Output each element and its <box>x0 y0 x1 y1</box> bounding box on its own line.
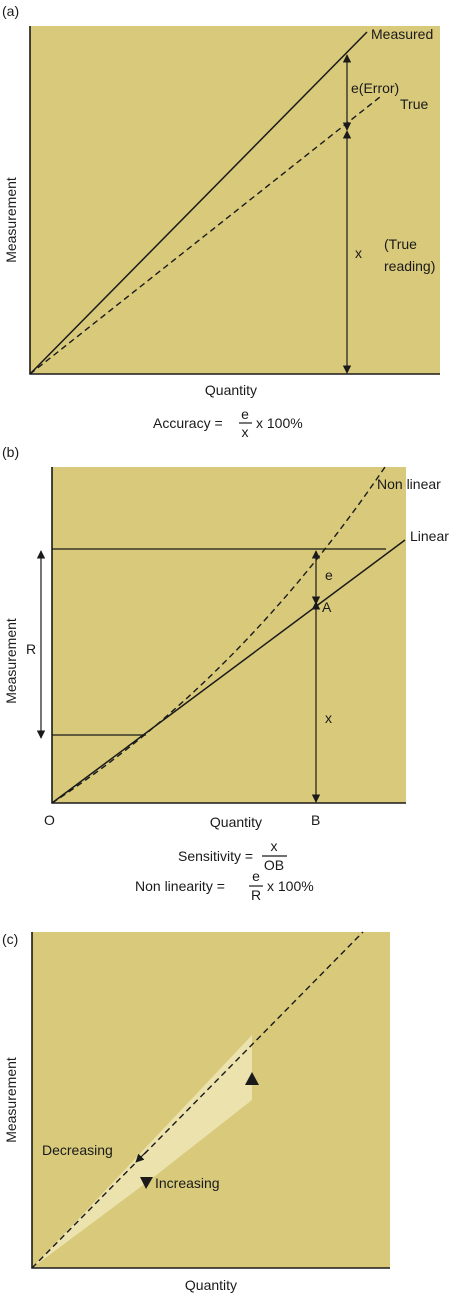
panel-b-xlabel: Quantity <box>210 814 262 830</box>
accuracy-lhs: Accuracy = <box>153 415 223 431</box>
nonlinear-label: Non linear <box>377 476 441 492</box>
measured-line <box>29 31 368 375</box>
true-reading-label-1: (True <box>384 236 417 252</box>
nonlinearity-rhs: x 100% <box>267 878 314 894</box>
accuracy-numerator: e <box>241 406 249 422</box>
accuracy-denominator: x <box>242 424 249 440</box>
nonlinearity-formula: Non linearity = e R x 100% <box>135 868 314 903</box>
panel-c-xlabel: Quantity <box>185 1277 237 1293</box>
nonlinearity-denominator: R <box>251 887 261 903</box>
true-line <box>29 96 381 375</box>
increasing-label: Increasing <box>155 1175 220 1191</box>
nonlinearity-numerator: e <box>252 868 260 884</box>
reference-line <box>31 931 364 1269</box>
panel-a-tag: (a) <box>2 3 19 19</box>
panel-c-tag: (c) <box>2 931 18 947</box>
panel-b-tag: (b) <box>2 444 19 460</box>
a-label: A <box>322 599 332 615</box>
x-label: x <box>325 710 332 726</box>
sensitivity-formula: Sensitivity = x OB <box>178 838 287 873</box>
accuracy-formula: Accuracy = e x x 100% <box>153 406 303 440</box>
decreasing-arrow <box>135 1149 149 1163</box>
sensitivity-denominator: OB <box>264 857 284 873</box>
accuracy-rhs: x 100% <box>256 415 303 431</box>
r-label: R <box>26 641 36 657</box>
panel-a-xlabel: Quantity <box>205 382 257 398</box>
panel-b-ylabel: Measurement <box>3 618 19 704</box>
panel-c: (c) Decreasing Increasing Quantity Measu… <box>2 931 390 1293</box>
x-label: x <box>355 245 362 261</box>
hysteresis-band <box>32 1035 252 1268</box>
error-label: e(Error) <box>351 80 399 96</box>
linear-line <box>51 539 406 804</box>
sensitivity-lhs: Sensitivity = <box>178 848 253 864</box>
panel-a-plot-area <box>30 26 440 374</box>
panel-b-plot-area <box>52 467 406 803</box>
panel-c-ylabel: Measurement <box>3 1057 19 1143</box>
up-triangle-icon <box>245 1072 259 1085</box>
decreasing-label: Decreasing <box>42 1142 113 1158</box>
true-reading-label-2: reading) <box>384 258 435 274</box>
nonlinear-curve <box>51 466 386 804</box>
down-triangle-icon <box>140 1177 153 1189</box>
panel-a: (a) Measured True e(Error) x (True readi… <box>2 3 440 440</box>
panel-b: (b) Non linear Linear e A x R O B Quanti… <box>2 444 449 903</box>
true-label: True <box>400 96 428 112</box>
nonlinearity-lhs: Non linearity = <box>135 878 225 894</box>
linear-label: Linear <box>410 528 449 544</box>
e-label: e <box>325 567 333 583</box>
panel-a-ylabel: Measurement <box>3 177 19 263</box>
origin-label: O <box>44 812 55 828</box>
b-label: B <box>311 812 320 828</box>
measured-label: Measured <box>371 26 433 42</box>
sensitivity-numerator: x <box>271 838 278 854</box>
